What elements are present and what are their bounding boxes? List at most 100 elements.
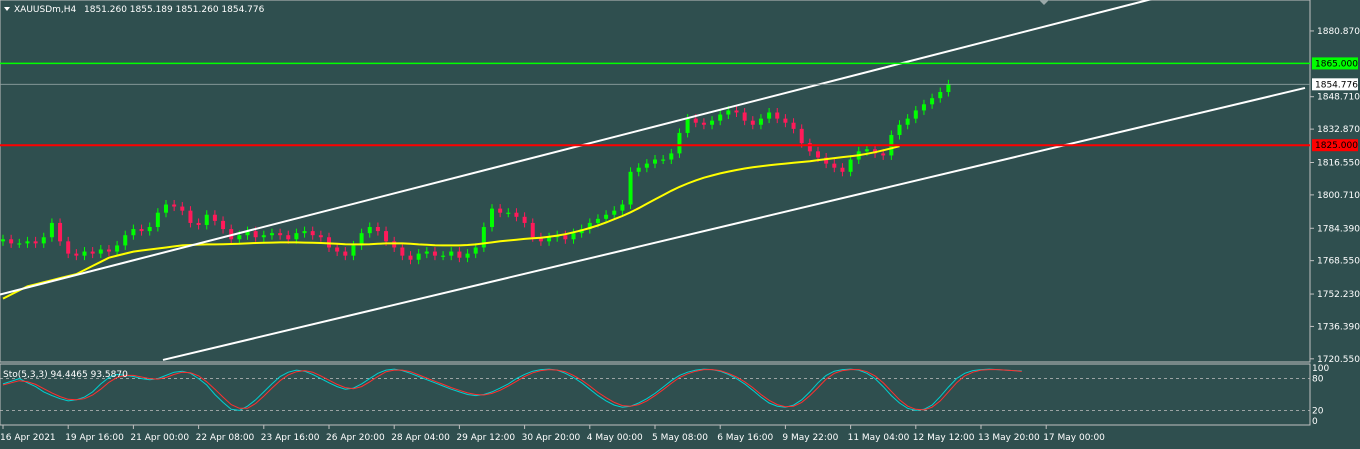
price-tick-label: 1848.710 — [1317, 93, 1360, 103]
candle — [571, 228, 576, 244]
candle — [701, 118, 706, 130]
stochastic-tick-label: 100 — [1312, 364, 1329, 374]
candle — [481, 222, 486, 252]
candle — [9, 234, 14, 248]
support-price-tag-text: 1825.000 — [1315, 141, 1358, 151]
candle-body — [237, 235, 242, 240]
candle-body — [514, 212, 519, 217]
candle-body — [294, 233, 299, 240]
price-tick-label: 1720.550 — [1317, 355, 1360, 365]
candle — [905, 114, 910, 130]
candle — [188, 206, 193, 228]
candle-body — [204, 214, 209, 225]
candle — [392, 236, 397, 252]
candle — [718, 110, 723, 126]
time-tick-label: 17 May 00:00 — [1043, 433, 1105, 443]
time-tick-label: 19 Apr 16:00 — [65, 433, 124, 443]
candle — [710, 116, 715, 130]
candle — [807, 138, 812, 156]
channel-lower-line[interactable] — [162, 86, 1306, 361]
candle — [400, 242, 405, 261]
candle — [653, 155, 657, 169]
candle-body — [628, 171, 633, 205]
candle-body — [245, 231, 250, 236]
candle-body — [17, 243, 22, 245]
candle — [375, 222, 380, 236]
stochastic-label: Sto(5,3,3) 94.4465 93.5870 — [3, 370, 128, 380]
candle — [840, 163, 845, 177]
candle-body — [913, 110, 918, 119]
candle — [563, 230, 568, 244]
candle — [221, 216, 226, 234]
candle-body — [98, 249, 103, 254]
candle-body — [123, 235, 128, 246]
candle-body — [392, 241, 397, 248]
candle-body — [587, 222, 592, 230]
candle — [490, 204, 494, 232]
candle — [335, 242, 340, 257]
candle-body — [905, 118, 910, 125]
candle — [416, 249, 421, 265]
candle — [367, 222, 372, 238]
candle-body — [710, 120, 715, 125]
candle-body — [9, 239, 14, 244]
candle — [74, 249, 79, 261]
candle-body — [400, 247, 405, 256]
time-tick-label: 16 Apr 2021 — [0, 433, 56, 443]
candle-body — [644, 163, 649, 168]
stochastic-tick-label: 20 — [1312, 406, 1324, 416]
price-tick-label: 1832.870 — [1317, 125, 1360, 135]
candle-body — [432, 251, 437, 256]
candle — [66, 236, 71, 259]
resistance-price-tag-bg — [1312, 57, 1358, 70]
candle — [669, 148, 674, 165]
candle — [677, 128, 682, 158]
candle-body — [604, 214, 609, 219]
candle-body — [775, 112, 780, 119]
collapse-arrow-icon[interactable] — [4, 7, 10, 11]
candle-body — [726, 110, 731, 115]
candle — [90, 247, 95, 259]
candle — [938, 87, 943, 103]
candle — [1, 234, 5, 246]
candle — [775, 107, 780, 124]
shift-marker-icon[interactable] — [1039, 0, 1049, 5]
candle-body — [25, 241, 30, 244]
candle — [832, 159, 837, 173]
candle-body — [864, 149, 869, 152]
candle — [498, 204, 503, 218]
time-tick-label: 28 Apr 04:00 — [391, 433, 450, 443]
candle-body — [490, 208, 494, 228]
candle — [750, 116, 755, 130]
channel-upper-line[interactable] — [0, 0, 1156, 296]
candle-body — [921, 104, 926, 111]
time-tick-label: 21 Apr 00:00 — [130, 433, 189, 443]
candle-body — [351, 245, 356, 256]
resistance-price-tag: 1865.000 — [1312, 57, 1358, 70]
candle-body — [734, 110, 739, 113]
current-price-tag: 1854.776 — [1312, 78, 1358, 91]
candle — [930, 93, 935, 109]
candle-body — [938, 92, 943, 99]
candle — [522, 212, 527, 228]
candle-body — [139, 229, 144, 232]
candle-body — [164, 204, 168, 213]
candle-body — [1, 239, 5, 242]
time-tick-label: 26 Apr 20:00 — [326, 433, 385, 443]
candle — [17, 238, 22, 248]
candle — [180, 202, 185, 216]
candle-body — [547, 237, 552, 242]
candle — [131, 224, 136, 240]
candle-body — [90, 251, 95, 254]
candle — [123, 230, 128, 250]
candle-body — [824, 157, 829, 164]
candle — [604, 210, 609, 224]
candle-body — [612, 210, 617, 215]
candle-body — [677, 132, 682, 154]
candle — [25, 236, 30, 248]
time-tick-label: 13 May 20:00 — [978, 433, 1040, 443]
candle-body — [816, 151, 820, 158]
candle — [946, 79, 951, 97]
